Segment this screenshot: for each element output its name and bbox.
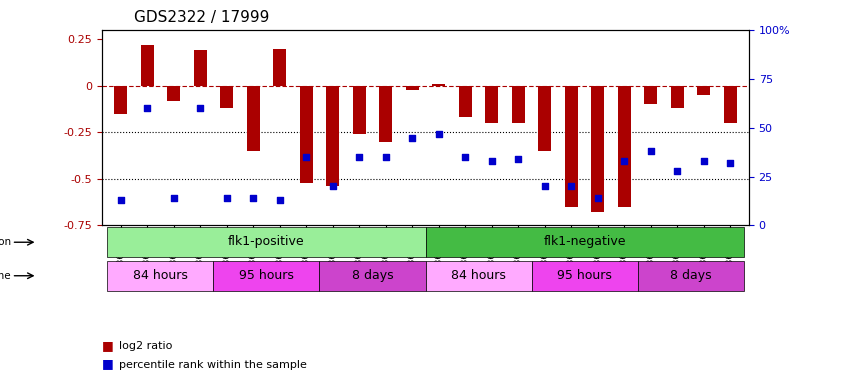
Bar: [459, 86, 472, 117]
Text: time: time: [0, 271, 12, 281]
Text: 84 hours: 84 hours: [133, 268, 188, 282]
Bar: [193, 51, 207, 86]
Bar: [485, 86, 499, 123]
FancyBboxPatch shape: [532, 261, 637, 291]
Point: [326, 183, 340, 189]
Point: [644, 148, 658, 154]
Point: [618, 158, 631, 164]
Bar: [591, 86, 604, 213]
Bar: [644, 86, 658, 105]
Bar: [671, 86, 684, 108]
Bar: [379, 86, 392, 142]
Point: [432, 130, 446, 136]
Text: 95 hours: 95 hours: [239, 268, 294, 282]
Point: [140, 105, 154, 111]
Bar: [618, 86, 631, 207]
Bar: [114, 86, 128, 114]
Point: [167, 195, 180, 201]
Bar: [565, 86, 578, 207]
FancyBboxPatch shape: [107, 227, 426, 257]
FancyBboxPatch shape: [637, 261, 744, 291]
Text: 8 days: 8 days: [351, 268, 393, 282]
Bar: [511, 86, 525, 123]
Bar: [352, 86, 366, 134]
Text: 95 hours: 95 hours: [557, 268, 612, 282]
Text: 84 hours: 84 hours: [451, 268, 506, 282]
Bar: [247, 86, 260, 151]
Text: ■: ■: [102, 339, 114, 352]
Point: [352, 154, 366, 160]
Point: [273, 197, 287, 203]
Bar: [273, 49, 286, 86]
Point: [697, 158, 711, 164]
Bar: [723, 86, 737, 123]
Point: [671, 168, 684, 174]
Bar: [406, 86, 419, 90]
Text: log2 ratio: log2 ratio: [119, 341, 173, 351]
Bar: [697, 86, 711, 95]
FancyBboxPatch shape: [107, 261, 214, 291]
Point: [405, 135, 419, 141]
FancyBboxPatch shape: [426, 227, 744, 257]
Bar: [432, 84, 445, 86]
FancyBboxPatch shape: [426, 261, 532, 291]
Bar: [300, 86, 313, 183]
Point: [564, 183, 578, 189]
Text: flk1-negative: flk1-negative: [543, 235, 625, 248]
Bar: [326, 86, 340, 186]
Text: flk1-positive: flk1-positive: [228, 235, 305, 248]
Bar: [220, 86, 233, 108]
Bar: [140, 45, 154, 86]
Point: [193, 105, 207, 111]
Point: [300, 154, 313, 160]
Bar: [167, 86, 180, 101]
Text: GDS2322 / 17999: GDS2322 / 17999: [134, 10, 270, 25]
Point: [591, 195, 604, 201]
Text: ■: ■: [102, 357, 114, 370]
Point: [247, 195, 260, 201]
Bar: [538, 86, 551, 151]
FancyBboxPatch shape: [214, 261, 319, 291]
Point: [723, 160, 737, 166]
Point: [511, 156, 525, 162]
Text: 8 days: 8 days: [670, 268, 711, 282]
Text: genotype/variation: genotype/variation: [0, 237, 12, 247]
Point: [459, 154, 472, 160]
Text: percentile rank within the sample: percentile rank within the sample: [119, 360, 307, 369]
Point: [114, 197, 128, 203]
Point: [379, 154, 392, 160]
Point: [220, 195, 233, 201]
Point: [485, 158, 499, 164]
FancyBboxPatch shape: [319, 261, 426, 291]
Point: [538, 183, 551, 189]
